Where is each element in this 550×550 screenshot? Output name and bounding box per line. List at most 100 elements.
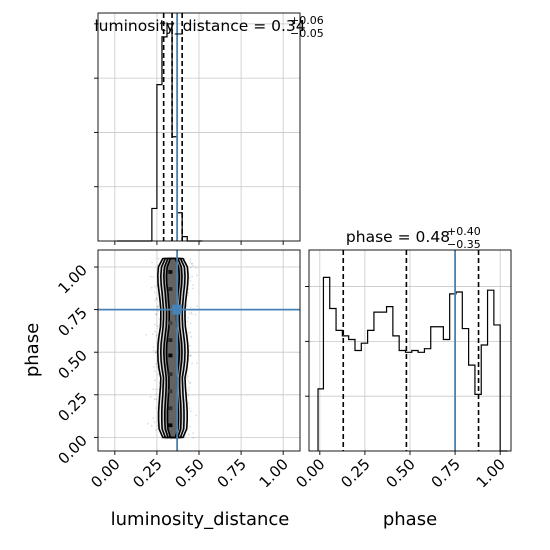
joint-scatter-point	[191, 284, 194, 286]
joint-density-cell	[168, 338, 173, 342]
joint-density-cell	[168, 406, 173, 411]
joint-scatter-point	[188, 355, 191, 357]
joint-scatter-point	[157, 257, 160, 260]
joint-scatter-point	[154, 379, 156, 382]
joint-scatter-point	[190, 266, 192, 269]
joint-scatter-point	[152, 346, 155, 348]
joint-scatter-point	[189, 410, 192, 412]
joint-scatter-point	[186, 320, 189, 323]
joint-scatter-point	[187, 331, 190, 334]
joint-xlabel: luminosity_distance	[111, 509, 290, 530]
joint-scatter-point	[183, 436, 186, 439]
joint-scatter-point	[187, 292, 190, 294]
joint-scatter-point	[192, 265, 195, 267]
joint-scatter-point	[155, 334, 158, 337]
joint-scatter-point	[164, 437, 166, 440]
joint-scatter-point	[187, 288, 190, 290]
phase-hist-xtick-label: 0.75	[428, 455, 464, 491]
joint-scatter-point	[155, 393, 157, 395]
joint-scatter-point	[187, 395, 190, 397]
joint-grid	[98, 250, 300, 451]
joint-scatter-point	[149, 275, 152, 278]
ld-hist-title-minus: −0.05	[290, 27, 324, 40]
joint-density-cell	[168, 389, 173, 394]
phase-hist-title: phase = 0.48	[346, 228, 450, 246]
joint-scatter-point	[194, 266, 197, 269]
joint-scatter-point	[154, 370, 156, 373]
joint-scatter-point	[157, 373, 160, 376]
joint-xtick-label: 0.25	[129, 455, 165, 491]
joint-scatter-point	[151, 333, 154, 336]
joint-scatter-point	[152, 388, 155, 390]
joint-scatter-point	[155, 429, 157, 432]
phase-hist-xtick-label: 0.25	[337, 455, 373, 491]
joint-scatter-point	[190, 311, 193, 314]
joint-scatter-point	[150, 286, 153, 289]
joint-density-cell	[168, 321, 173, 325]
joint-scatter-point	[184, 257, 186, 260]
joint-scatter-point	[187, 433, 190, 436]
joint-scatter-point	[170, 438, 173, 440]
joint-scatter-point	[189, 331, 192, 334]
joint-scatter-point	[187, 294, 189, 297]
phase-hist-quantiles	[342, 250, 480, 451]
joint-density-cell	[168, 353, 173, 358]
joint-scatter-point	[194, 313, 197, 316]
joint-scatter-point	[191, 275, 194, 278]
joint-scatter-point	[187, 379, 190, 382]
joint-scatter-point	[166, 438, 169, 440]
joint-scatter-point	[189, 382, 191, 384]
joint-xtick-label: 1.00	[256, 455, 292, 491]
phase-hist-xtick-label: 1.00	[473, 455, 509, 491]
joint-scatter-point	[153, 421, 156, 424]
joint-scatter-point	[189, 306, 192, 308]
joint-scatter-point	[147, 422, 150, 425]
joint-scatter-point	[145, 333, 148, 336]
joint-scatter-point	[191, 313, 193, 316]
joint-ytick-label: 0.75	[54, 304, 90, 340]
joint-scatter-point	[155, 407, 158, 409]
joint-ytick-label: 1.00	[54, 261, 90, 297]
luminosity-distance-histogram-panel: luminosity_distance = 0.34 +0.06 −0.05	[94, 12, 324, 245]
joint-density-panel: 0.00 0.25 0.50 0.75 1.000.000.250.500.751.00…	[22, 249, 301, 530]
joint-scatter-point	[152, 349, 155, 352]
joint-scatter-point	[155, 313, 158, 316]
joint-scatter-point	[186, 377, 188, 379]
joint-ytick-label: 0.50	[54, 346, 90, 382]
joint-scatter-point	[155, 388, 157, 391]
joint-ylabel: phase	[22, 323, 43, 377]
joint-density-cell	[168, 372, 173, 377]
joint-truth-lines	[98, 250, 300, 451]
joint-xtick-label: 0.75	[214, 455, 250, 491]
joint-scatter-point	[191, 262, 193, 265]
joint-scatter-point	[188, 386, 191, 389]
joint-xtick-label: 0.00	[87, 455, 123, 491]
phase-hist-xtick-label: 0.00	[292, 455, 328, 491]
joint-density-cell	[168, 423, 173, 428]
joint-scatter-point	[154, 313, 157, 315]
joint-scatter-point	[153, 291, 156, 294]
joint-scatter-point	[189, 425, 192, 428]
joint-scatter-point	[189, 279, 192, 282]
joint-scatter-point	[154, 323, 156, 326]
joint-scatter-point	[189, 344, 191, 347]
joint-scatter-point	[192, 436, 195, 439]
joint-scatter-point	[189, 322, 192, 325]
joint-scatter-point	[189, 258, 191, 261]
joint-scatter-point	[188, 312, 191, 315]
joint-scatter-point	[191, 263, 193, 265]
joint-scatter-point	[191, 362, 194, 365]
joint-density-cell	[168, 270, 173, 274]
joint-scatter-point	[153, 398, 156, 400]
joint-scatter-point	[192, 432, 195, 435]
phase-hist-border	[308, 249, 512, 452]
joint-scatter-point	[153, 366, 155, 368]
joint-density-cell	[168, 287, 173, 291]
joint-scatter-point	[188, 407, 191, 410]
phase-hist-title-minus: −0.35	[447, 238, 481, 251]
joint-scatter-point	[156, 305, 159, 308]
joint-scatter-point	[188, 276, 191, 279]
joint-scatter-point	[187, 389, 190, 392]
joint-scatter-point	[187, 316, 190, 319]
phase-hist-xlabel: phase	[383, 509, 437, 530]
